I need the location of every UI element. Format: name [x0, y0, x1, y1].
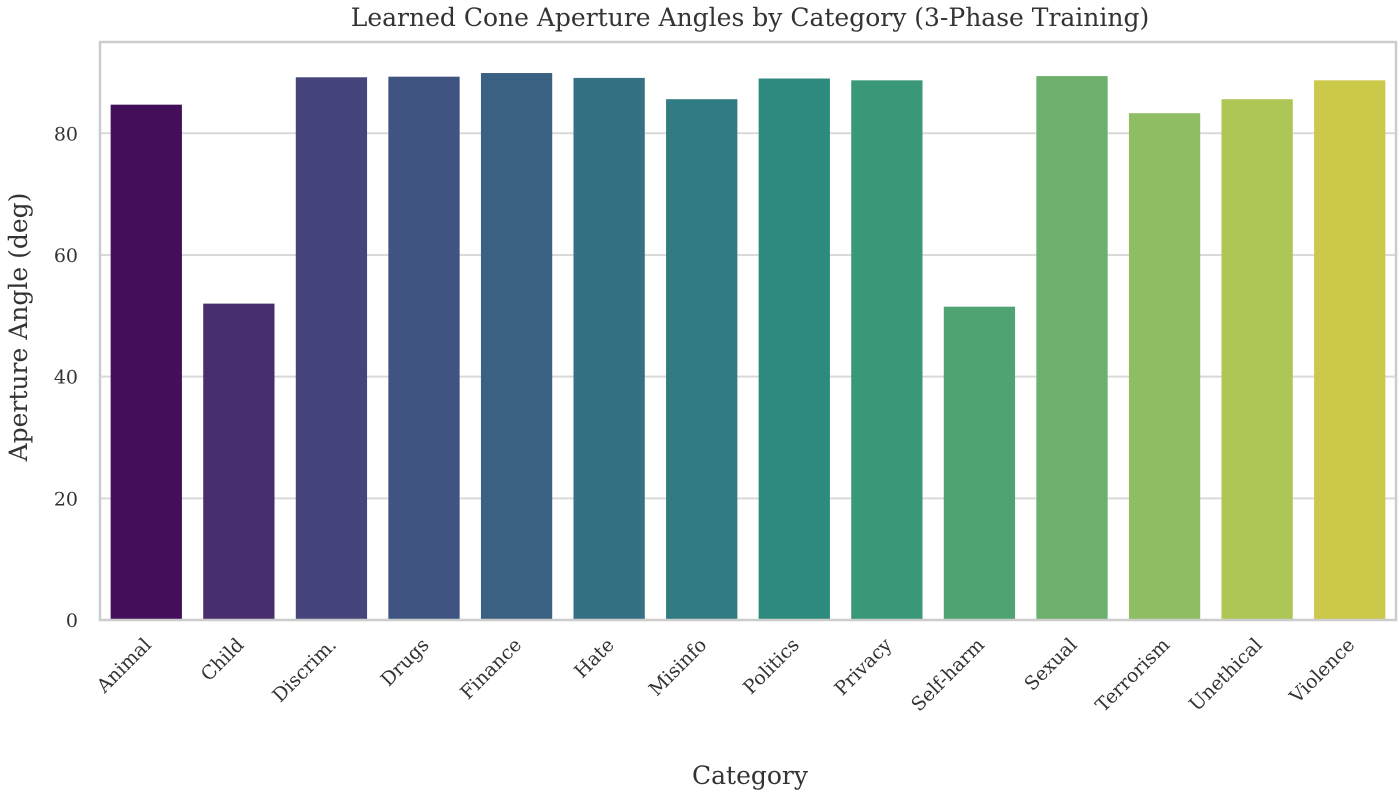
y-tick-labels: 0 20 40 60 80: [54, 123, 78, 632]
gridlines: [100, 132, 1396, 621]
y-axis-label: Aperture Angle (deg): [4, 193, 33, 463]
bar-child: [203, 303, 275, 620]
bar-politics: [758, 78, 830, 621]
y-tick-label: 80: [54, 123, 78, 145]
bar-privacy: [851, 80, 923, 621]
x-tick-label: Violence: [1285, 634, 1360, 709]
x-tick-label: Unethical: [1185, 634, 1267, 716]
y-tick-label: 40: [54, 367, 78, 389]
bar-drugs: [388, 76, 460, 621]
plot-frame: [98, 40, 1398, 622]
y-tick-label: 0: [66, 610, 78, 632]
bar-sexual: [1036, 76, 1108, 620]
bar-unethical: [1221, 99, 1293, 620]
x-tick-label: Self-harm: [907, 634, 989, 716]
x-tick-label: Sexual: [1020, 634, 1081, 695]
bar-misinfo: [666, 99, 738, 620]
bar-violence: [1314, 80, 1386, 621]
x-axis-label: Category: [692, 761, 809, 790]
bar-animal: [110, 104, 182, 621]
x-tick-label: Child: [197, 634, 249, 686]
bar-self-harm: [943, 306, 1016, 620]
bar-finance: [480, 73, 553, 620]
x-tick-label: Politics: [739, 634, 804, 699]
bar-discrim: [295, 77, 368, 620]
x-tick-label: Terrorism: [1091, 634, 1174, 717]
x-tick-label: Hate: [570, 634, 619, 683]
x-tick-label: Drugs: [377, 634, 434, 691]
x-tick-label: Misinfo: [645, 634, 712, 701]
y-tick-label: 60: [54, 245, 78, 267]
x-tick-label: Privacy: [830, 634, 896, 700]
y-tick-label: 20: [54, 488, 78, 510]
chart-title: Learned Cone Aperture Angles by Category…: [351, 3, 1150, 32]
x-tick-labels: Animal Child Discrim. Drugs Finance Hate Misin…: [92, 634, 1359, 717]
bar-terrorism: [1128, 113, 1201, 620]
x-tick-label: Animal: [92, 634, 156, 698]
bars: [110, 73, 1386, 621]
bar-hate: [573, 77, 645, 620]
x-tick-label: Finance: [456, 634, 526, 704]
x-tick-label: Discrim.: [268, 634, 341, 707]
